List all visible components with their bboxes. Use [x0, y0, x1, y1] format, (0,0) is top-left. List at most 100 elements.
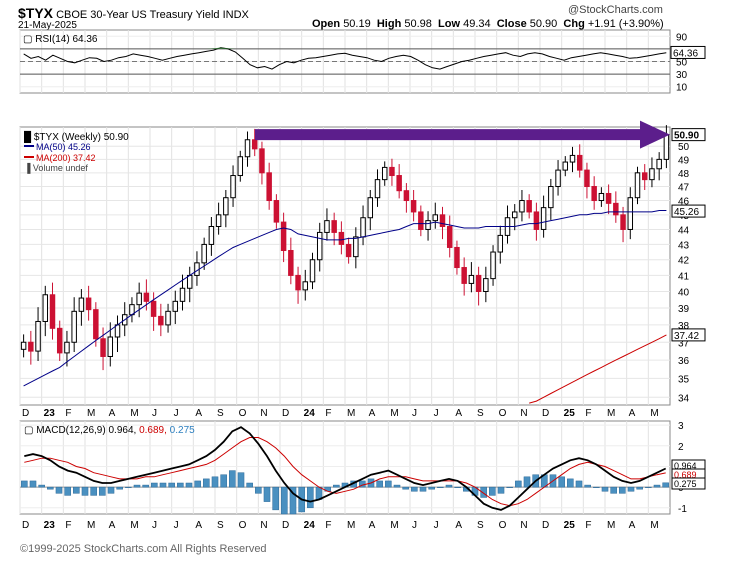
- macd-x-label: A: [629, 520, 636, 531]
- macd-histogram-bar: [627, 486, 635, 492]
- ma200-line: [529, 334, 667, 404]
- candle-body: [78, 297, 85, 312]
- ohlc-summary: Open 50.19 High 50.98 Low 49.34 Close 50…: [312, 18, 664, 30]
- macd-histogram-bar: [489, 486, 496, 496]
- candle-body: [338, 231, 345, 245]
- candle-body: [107, 336, 114, 357]
- macd-y-tick: 3: [678, 421, 684, 432]
- macd-histogram-bar: [38, 484, 45, 488]
- macd-histogram-bar: [411, 486, 418, 492]
- price-right-label: 50.90: [674, 131, 699, 142]
- rsi-title: ▢ RSI(14) 64.36: [23, 34, 98, 45]
- price-x-label: A: [629, 408, 636, 419]
- macd-histogram-bar: [480, 486, 487, 498]
- candle-body: [273, 200, 280, 223]
- price-x-label: N: [260, 408, 267, 419]
- macd-histogram-bar: [47, 486, 54, 490]
- candle-body: [179, 287, 186, 302]
- candle-body: [165, 310, 171, 326]
- price-x-label: F: [65, 408, 71, 419]
- candle-body: [483, 278, 489, 293]
- candle-body: [215, 214, 222, 228]
- macd-histogram-bar: [454, 486, 461, 488]
- macd-x-label: F: [585, 520, 591, 531]
- candle-body: [49, 294, 56, 329]
- price-y-tick: 50: [678, 142, 690, 153]
- candle-body: [186, 274, 193, 289]
- price-x-label: J: [152, 408, 157, 419]
- macd-y-tick: 2: [678, 442, 684, 453]
- price-y-tick: 47: [678, 183, 690, 194]
- macd-histogram-bar: [523, 476, 531, 488]
- candle-body: [576, 154, 583, 171]
- candle-body: [591, 186, 597, 202]
- candle-body: [288, 250, 294, 276]
- macd-histogram-bar: [29, 480, 37, 488]
- candle-body: [93, 309, 99, 340]
- macd-x-label: N: [260, 520, 267, 531]
- price-y-tick: 43: [678, 240, 690, 251]
- rsi-y-tick: 90: [676, 32, 688, 43]
- candle-body: [295, 274, 301, 291]
- price-x-label: M: [607, 408, 615, 419]
- macd-histogram-bar: [229, 470, 236, 488]
- price-x-label: F: [325, 408, 331, 419]
- candle-body: [324, 220, 330, 233]
- candle-body: [627, 197, 634, 230]
- macd-histogram-bar: [653, 484, 661, 488]
- candle-body: [331, 220, 337, 233]
- macd-histogram-bar: [73, 486, 80, 494]
- volume-legend-label: ▐ Volume undef: [24, 162, 88, 174]
- macd-histogram-bar: [610, 486, 617, 494]
- macd-histogram-bar: [497, 486, 505, 494]
- candle-body: [208, 226, 215, 245]
- price-x-label: D: [542, 408, 549, 419]
- macd-histogram-bar: [220, 474, 227, 488]
- macd-title: ▢ MACD(12,26,9) 0.964, 0.689, 0.275: [24, 425, 195, 436]
- price-y-tick: 40: [678, 288, 690, 299]
- candle-body: [475, 274, 482, 293]
- macd-histogram-bar: [601, 486, 609, 492]
- macd-x-label: D: [542, 520, 549, 531]
- chg-label: Chg: [563, 18, 585, 30]
- candle-body: [136, 292, 142, 306]
- candle-body: [316, 231, 323, 261]
- price-y-tick: 42: [678, 256, 690, 267]
- chg-value: +1.91 (+3.90%): [587, 18, 664, 30]
- price-current-box: [671, 328, 706, 342]
- macd-x-label: M: [87, 520, 95, 531]
- macd-histogram-bar: [81, 486, 89, 496]
- macd-histogram-bar: [376, 480, 383, 488]
- price-x-label: J: [412, 408, 417, 419]
- candle-body: [468, 274, 475, 284]
- candle-body: [172, 300, 179, 312]
- macd-x-label: D: [282, 520, 289, 531]
- macd-x-label: J: [434, 520, 439, 531]
- low-value: 49.34: [463, 18, 491, 30]
- candle-body: [309, 259, 316, 283]
- macd-histogram-bar: [203, 478, 210, 488]
- candle-body: [649, 168, 655, 181]
- price-y-tick: 49: [678, 155, 690, 166]
- candle-body: [540, 207, 547, 230]
- macd-line: [24, 426, 667, 511]
- macd-histogram-bar: [428, 486, 435, 490]
- candle-body: [663, 134, 670, 160]
- macd-x-label: 24: [304, 520, 316, 531]
- macd-histogram-bar: [263, 486, 271, 502]
- candle-body: [605, 192, 612, 204]
- macd-x-label: M: [607, 520, 615, 531]
- macd-x-label: A: [109, 520, 116, 531]
- macd-histogram-bar: [289, 486, 297, 515]
- macd-histogram-bar: [255, 486, 262, 494]
- candle-body: [511, 211, 518, 219]
- macd-histogram-bar: [125, 486, 132, 488]
- candle-body: [403, 190, 410, 202]
- macd-x-label: M: [650, 520, 658, 531]
- candle-body: [251, 139, 258, 150]
- close-value: 50.90: [529, 18, 558, 30]
- macd-histogram-bar: [584, 484, 591, 488]
- macd-histogram-bar: [64, 486, 71, 496]
- price-x-label: F: [585, 408, 591, 419]
- candle-body: [410, 200, 417, 213]
